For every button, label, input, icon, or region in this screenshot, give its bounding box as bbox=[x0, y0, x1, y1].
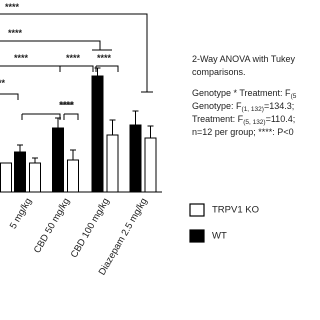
significance-bracket bbox=[0, 93, 19, 100]
significance-label: **** bbox=[60, 100, 75, 110]
stats-text: 2-Way ANOVA with Tukey bbox=[192, 54, 296, 64]
legend-swatch bbox=[189, 229, 205, 243]
bar bbox=[29, 162, 41, 193]
stats-text: Genotype * Treatment: F(5 bbox=[192, 88, 297, 100]
significance-bracket bbox=[0, 40, 112, 51]
error-bar bbox=[17, 144, 23, 152]
stats-text: n=12 per group; ****: P<0 bbox=[192, 127, 294, 137]
error-bar bbox=[32, 157, 38, 163]
bar bbox=[67, 159, 79, 193]
text-run: comparisons. bbox=[192, 67, 246, 77]
significance-label: **** bbox=[97, 53, 112, 63]
bar bbox=[52, 127, 64, 193]
text-run: Treatment: F bbox=[192, 114, 244, 124]
significance-label: **** bbox=[14, 53, 29, 63]
x-tick-label: CBD 50 mg/kg bbox=[32, 196, 72, 255]
significance-bracket bbox=[95, 65, 119, 72]
bar bbox=[129, 124, 142, 193]
significance-bracket bbox=[59, 65, 94, 72]
x-tick-label: 5 mg/kg bbox=[8, 196, 34, 231]
error-bar bbox=[94, 67, 101, 76]
x-tick-label: CBD 100 mg/kg bbox=[69, 196, 112, 260]
legend-label: TRPV1 KO bbox=[212, 205, 259, 216]
significance-label: **** bbox=[59, 100, 74, 110]
significance-bracket bbox=[0, 65, 61, 72]
bar bbox=[91, 75, 104, 193]
error-bar bbox=[147, 125, 154, 138]
bar bbox=[0, 162, 12, 193]
legend-label: WT bbox=[212, 231, 227, 242]
significance-label: **** bbox=[5, 2, 20, 12]
significance-bracket bbox=[63, 113, 79, 120]
text-run: 2-Way ANOVA with Tukey bbox=[192, 54, 296, 64]
error-bar bbox=[70, 149, 76, 160]
subscript: (5, 132) bbox=[243, 119, 265, 126]
significance-label: **** bbox=[8, 28, 23, 38]
text-run: n=12 per group; ****: P<0 bbox=[192, 127, 294, 137]
text-run: Genotype * Treatment: F bbox=[192, 88, 291, 98]
error-bar bbox=[132, 110, 139, 125]
bar bbox=[14, 151, 26, 193]
text-run: =110.4; bbox=[266, 114, 296, 124]
legend-swatch bbox=[189, 203, 205, 217]
bar bbox=[106, 134, 119, 193]
text-run: Genotype: F bbox=[192, 101, 242, 111]
subscript: (1, 132) bbox=[242, 106, 264, 113]
significance-bracket bbox=[0, 13, 153, 93]
bar bbox=[144, 137, 157, 193]
significance-label: **** bbox=[66, 53, 81, 63]
subscript: (5 bbox=[291, 93, 297, 100]
stats-text: Treatment: F(5, 132)=110.4; bbox=[192, 114, 295, 126]
stats-text: Genotype: F(1, 132)=134.3; bbox=[192, 101, 294, 113]
error-bar bbox=[109, 119, 116, 135]
text-run: =134.3; bbox=[264, 101, 294, 111]
stats-text: comparisons. bbox=[192, 67, 246, 77]
significance-label: ** bbox=[0, 78, 6, 88]
significance-bracket bbox=[21, 113, 61, 120]
